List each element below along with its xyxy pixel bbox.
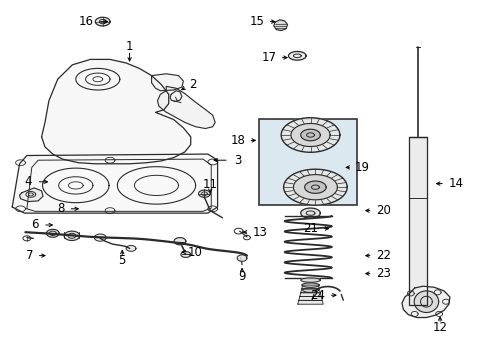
Text: 21: 21 bbox=[303, 222, 318, 235]
Text: 9: 9 bbox=[238, 270, 245, 283]
Polygon shape bbox=[41, 59, 190, 164]
Polygon shape bbox=[126, 246, 136, 251]
Polygon shape bbox=[298, 297, 322, 300]
Text: 19: 19 bbox=[354, 161, 369, 174]
Text: 11: 11 bbox=[203, 178, 217, 191]
Polygon shape bbox=[300, 129, 320, 141]
Polygon shape bbox=[198, 190, 210, 197]
Polygon shape bbox=[401, 286, 449, 318]
Polygon shape bbox=[151, 74, 183, 91]
Text: 10: 10 bbox=[187, 246, 203, 258]
Polygon shape bbox=[300, 208, 320, 218]
Text: 18: 18 bbox=[230, 134, 244, 147]
Polygon shape bbox=[300, 278, 320, 282]
Polygon shape bbox=[302, 288, 318, 292]
Polygon shape bbox=[301, 285, 319, 289]
Text: 5: 5 bbox=[118, 254, 126, 267]
Polygon shape bbox=[299, 293, 321, 297]
Text: 2: 2 bbox=[189, 78, 196, 91]
Text: 15: 15 bbox=[249, 15, 264, 28]
Polygon shape bbox=[237, 255, 246, 261]
Text: 13: 13 bbox=[252, 226, 266, 239]
Polygon shape bbox=[181, 252, 190, 257]
Polygon shape bbox=[20, 188, 43, 202]
Text: 3: 3 bbox=[234, 154, 241, 167]
Text: 6: 6 bbox=[32, 219, 39, 231]
Text: 4: 4 bbox=[25, 175, 32, 188]
Bar bbox=[259, 119, 356, 205]
Polygon shape bbox=[413, 291, 438, 312]
Text: 8: 8 bbox=[57, 202, 64, 215]
Polygon shape bbox=[288, 51, 305, 60]
Polygon shape bbox=[304, 181, 325, 193]
Polygon shape bbox=[281, 118, 339, 152]
Polygon shape bbox=[293, 175, 337, 200]
Polygon shape bbox=[290, 123, 329, 147]
Text: 16: 16 bbox=[79, 15, 94, 28]
Text: 17: 17 bbox=[261, 51, 276, 64]
Text: 7: 7 bbox=[25, 249, 33, 262]
Polygon shape bbox=[300, 289, 320, 293]
Text: 20: 20 bbox=[375, 204, 390, 217]
Text: 24: 24 bbox=[309, 289, 325, 302]
Polygon shape bbox=[174, 238, 185, 245]
Polygon shape bbox=[297, 300, 323, 304]
Polygon shape bbox=[408, 137, 426, 305]
Text: 12: 12 bbox=[432, 321, 447, 334]
Polygon shape bbox=[283, 169, 346, 205]
Polygon shape bbox=[157, 86, 215, 129]
Polygon shape bbox=[273, 20, 287, 31]
Text: 22: 22 bbox=[375, 249, 390, 262]
Polygon shape bbox=[12, 154, 217, 213]
Polygon shape bbox=[95, 17, 110, 26]
Text: 23: 23 bbox=[375, 267, 390, 280]
Polygon shape bbox=[94, 234, 106, 241]
Polygon shape bbox=[301, 283, 319, 287]
Text: 1: 1 bbox=[125, 40, 133, 53]
Polygon shape bbox=[64, 231, 80, 240]
Text: 14: 14 bbox=[447, 177, 463, 190]
Polygon shape bbox=[46, 229, 59, 237]
